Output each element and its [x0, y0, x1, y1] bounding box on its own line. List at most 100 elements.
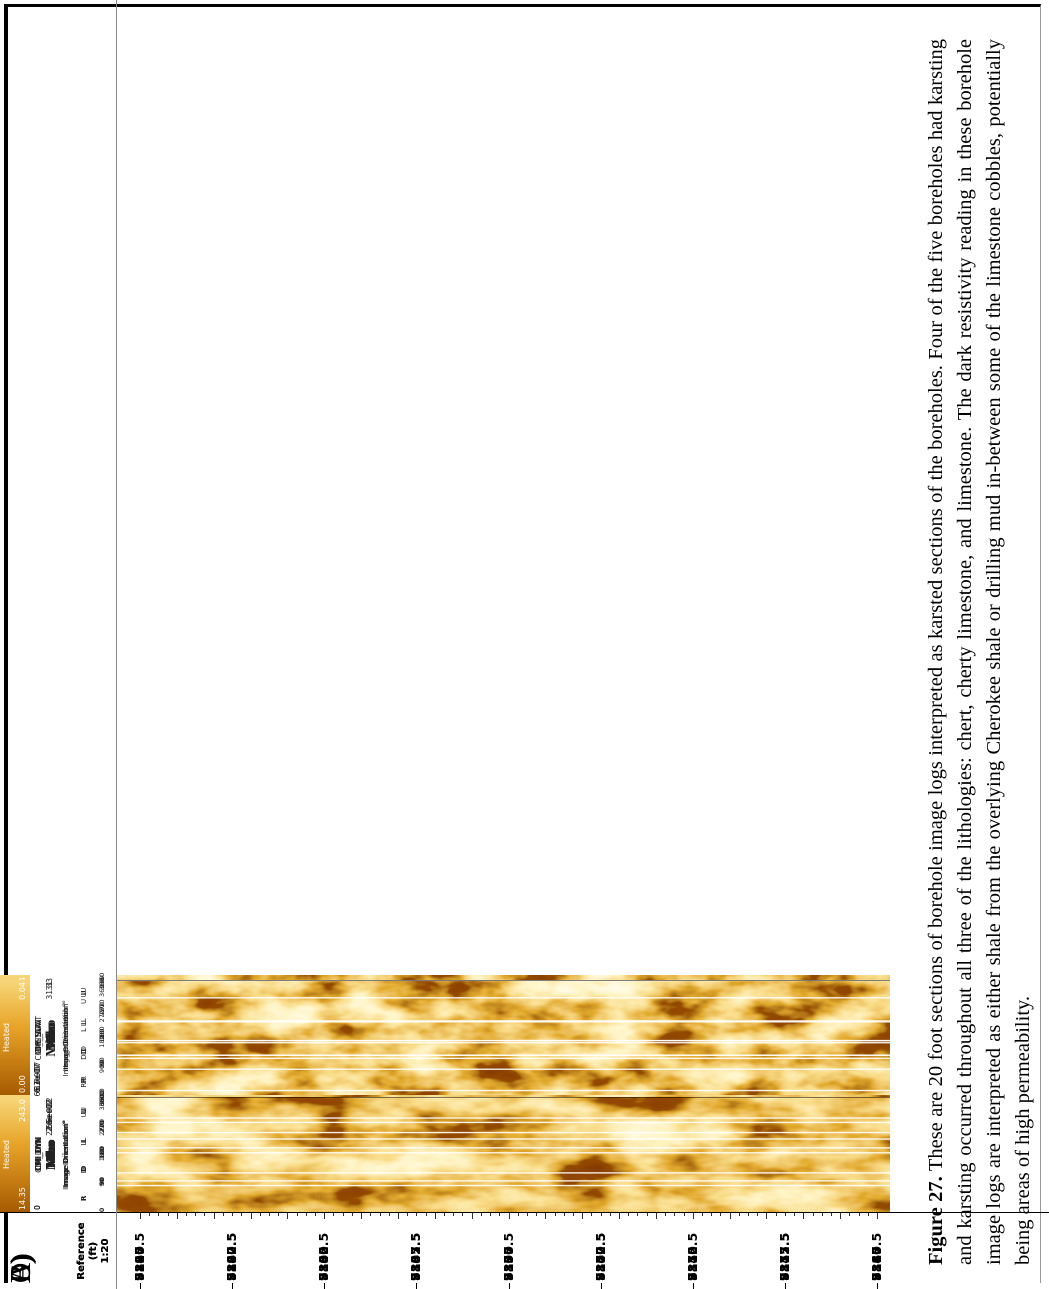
depth-label: 9372.5: [593, 1233, 608, 1281]
depth-label: 9360: [132, 1246, 147, 1281]
pad-gap: [117, 1117, 890, 1118]
minor-tick: [555, 1213, 556, 1216]
depth-label: 9365: [316, 1246, 331, 1281]
minor-tick: [462, 1213, 463, 1216]
minor-tick: [177, 1213, 178, 1219]
azimuth-label: 270: [98, 1121, 106, 1133]
minor-tick: [859, 1213, 860, 1216]
pad-gap: [117, 1180, 890, 1181]
minor-tick: [343, 1213, 344, 1216]
minor-tick: [333, 1213, 334, 1216]
depth-tick: [509, 1283, 510, 1289]
minor-tick: [831, 1213, 832, 1216]
minor-tick: [269, 1213, 270, 1216]
minor-tick: [287, 1213, 288, 1219]
minor-tick: [730, 1213, 731, 1219]
minor-tick: [573, 1213, 574, 1216]
pad-gap: [117, 1058, 890, 1059]
minor-tick: [398, 1213, 399, 1219]
color-bar: Heated0.000.04: [0, 980, 30, 1095]
depth-tick: [601, 1283, 602, 1289]
track-header: Heated14.35243.002.6e+02CMI_DYNMhoImage …: [0, 1097, 116, 1212]
pad-gap: [117, 1090, 890, 1091]
minor-tick: [472, 1213, 473, 1219]
track-divider: [117, 975, 890, 976]
minor-tick: [435, 1213, 436, 1219]
azimuth-label: 270: [98, 1004, 106, 1016]
minor-tick: [637, 1213, 638, 1216]
pad-gap: [117, 1055, 890, 1056]
minor-tick: [684, 1213, 685, 1216]
unit: Mho: [44, 980, 60, 1095]
depth-label: 9370: [501, 1246, 516, 1281]
minor-tick: [601, 1213, 602, 1216]
depth-tick: [785, 1283, 786, 1289]
minor-tick: [380, 1213, 381, 1216]
minor-tick: [591, 1213, 592, 1216]
scale-high: 243.0: [18, 1099, 27, 1122]
depth-tick: [140, 1283, 141, 1289]
minor-tick: [214, 1213, 215, 1219]
minor-tick: [619, 1213, 620, 1219]
minor-tick: [813, 1213, 814, 1216]
minor-tick: [785, 1213, 786, 1216]
depth-label: 9377.5: [777, 1233, 792, 1281]
pad-gap: [117, 1021, 890, 1022]
minor-tick: [822, 1213, 823, 1216]
minor-tick: [490, 1213, 491, 1216]
minor-tick: [315, 1213, 316, 1216]
track-divider: [117, 980, 890, 981]
minor-tick: [306, 1213, 307, 1216]
direction: R: [80, 1196, 88, 1201]
minor-tick: [140, 1213, 141, 1219]
figure: Figure 27. These are 20 foot sections of…: [0, 0, 1049, 1289]
borehole-image: [117, 1097, 890, 1212]
minor-tick: [647, 1213, 648, 1216]
minor-tick: [518, 1213, 519, 1216]
direction: U: [80, 992, 88, 997]
orientation: Image Orientation°: [62, 980, 70, 1095]
pad-gap: [117, 1147, 890, 1148]
direction: D: [80, 1049, 88, 1054]
minor-tick: [426, 1213, 427, 1216]
minor-tick: [766, 1213, 767, 1219]
minor-tick: [849, 1213, 850, 1216]
minor-tick: [251, 1213, 252, 1219]
minor-tick: [260, 1213, 261, 1216]
minor-tick: [702, 1213, 703, 1216]
track-divider: [117, 1097, 890, 1098]
minor-tick: [232, 1213, 233, 1216]
header-border: [116, 0, 117, 1289]
minor-tick: [564, 1213, 565, 1216]
direction: D: [80, 1166, 88, 1171]
direction: L: [80, 1022, 88, 1026]
depth-tick: [416, 1283, 417, 1289]
minor-tick: [868, 1213, 869, 1216]
reference-header: (ft): [88, 1213, 99, 1289]
depth-label: 9367.5: [408, 1233, 423, 1281]
minor-tick: [720, 1213, 721, 1216]
minor-tick: [297, 1213, 298, 1216]
reference-header: Reference: [76, 1213, 87, 1289]
minor-tick: [748, 1213, 749, 1216]
minor-tick: [610, 1213, 611, 1216]
azimuth-label: 90: [98, 1060, 106, 1068]
minor-tick: [536, 1213, 537, 1216]
minor-tick: [223, 1213, 224, 1216]
pad-gap: [117, 1172, 890, 1173]
reference-border: [0, 1212, 1049, 1213]
caption: Figure 27. These are 20 foot sections of…: [922, 39, 1038, 1265]
azimuth-label: 360: [98, 1095, 106, 1107]
minor-tick: [877, 1213, 878, 1219]
depth-label: 9375: [685, 1246, 700, 1281]
scale-low: 14.35: [18, 1187, 27, 1210]
scale-low: 0.00: [18, 1075, 27, 1093]
minor-tick: [149, 1213, 150, 1216]
azimuth-label: 90: [98, 1177, 106, 1185]
direction: U: [80, 1109, 88, 1114]
pad-gap: [117, 1132, 890, 1133]
track-name: CMI_DYN: [34, 1097, 43, 1212]
minor-tick: [158, 1213, 159, 1216]
track-name: CMI_STAT: [34, 980, 43, 1095]
